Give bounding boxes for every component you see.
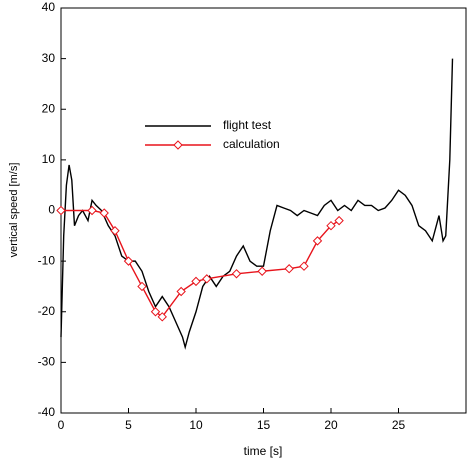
series-marker — [150, 307, 161, 317]
series-marker — [284, 264, 294, 274]
y-tick-label: -20 — [38, 304, 56, 318]
legend-label: flight test — [223, 118, 272, 132]
series-marker — [123, 256, 134, 266]
series-marker — [176, 286, 186, 297]
series-marker — [326, 220, 336, 231]
series-marker — [299, 261, 309, 271]
legend-label: calculation — [223, 137, 280, 151]
x-tick-label: 25 — [392, 418, 406, 432]
y-axis-label: vertical speed [m/s] — [8, 163, 20, 258]
series-marker — [191, 276, 201, 287]
y-tick-label: 40 — [42, 0, 56, 14]
series-marker — [99, 208, 109, 218]
series-marker — [137, 281, 147, 292]
series-marker — [87, 205, 97, 216]
series-marker — [257, 266, 267, 276]
series-marker — [110, 226, 120, 236]
y-tick-label: 30 — [42, 51, 56, 65]
series-marker — [312, 236, 323, 246]
y-tick-label: -40 — [38, 405, 56, 419]
x-tick-label: 10 — [189, 418, 203, 432]
series-line — [60, 58, 454, 350]
series-marker — [157, 312, 167, 322]
series-marker — [231, 269, 242, 279]
series-marker — [334, 215, 344, 226]
y-tick-label: -10 — [38, 253, 56, 267]
x-axis-label: time [s] — [244, 444, 283, 458]
x-tick-label: 0 — [58, 418, 65, 432]
legend-marker — [173, 140, 183, 150]
plot-frame — [60, 7, 467, 414]
series-marker — [56, 205, 66, 216]
series-marker — [202, 274, 212, 284]
y-tick-label: 20 — [42, 101, 56, 115]
y-tick-label: 10 — [42, 152, 56, 166]
x-tick-label: 15 — [257, 418, 271, 432]
y-tick-label: -30 — [38, 355, 56, 369]
x-tick-label: 5 — [125, 418, 132, 432]
x-tick-label: 20 — [324, 418, 338, 432]
y-tick-label: 0 — [48, 203, 55, 217]
series-line — [61, 209, 340, 318]
